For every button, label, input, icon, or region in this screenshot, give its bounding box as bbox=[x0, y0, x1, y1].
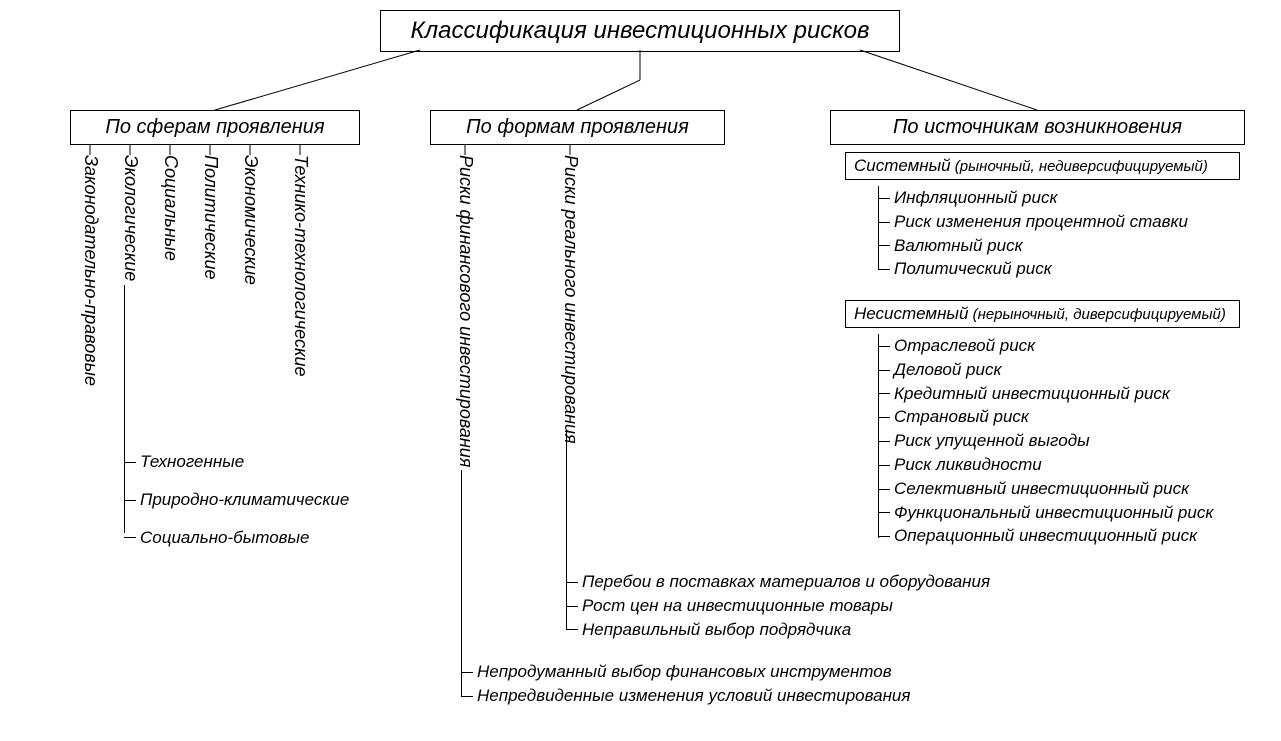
sphere-item: Технико-технологические bbox=[290, 155, 311, 376]
list-item: Страновый риск bbox=[870, 405, 1213, 429]
list-item: Риск изменения процентной ставки bbox=[870, 210, 1188, 234]
list-item: Операционный инвестиционный риск bbox=[870, 524, 1213, 548]
list-item: Селективный инвестиционный риск bbox=[870, 477, 1213, 501]
nonsystemic-items: Отраслевой риск Деловой риск Кредитный и… bbox=[870, 334, 1213, 548]
list-item: Деловой риск bbox=[870, 358, 1213, 382]
category-spheres: По сферам проявления bbox=[70, 110, 360, 145]
sphere-item: Политические bbox=[200, 155, 221, 279]
systemic-items: Инфляционный риск Риск изменения процент… bbox=[870, 186, 1188, 281]
form-item: Риски финансового инвестирования bbox=[455, 155, 476, 467]
sphere-item: Законодательно-правовые bbox=[80, 155, 101, 386]
systemic-label: Системный bbox=[854, 156, 951, 175]
category-forms: По формам проявления bbox=[430, 110, 725, 145]
list-item: Функциональный инвестиционный риск bbox=[870, 501, 1213, 525]
list-item: Инфляционный риск bbox=[870, 186, 1188, 210]
list-item: Перебои в поставках материалов и оборудо… bbox=[558, 570, 990, 594]
list-item: Непродуманный выбор финансовых инструмен… bbox=[453, 660, 910, 684]
subcategory-nonsystemic: Несистемный (нерыночный, диверсифицируем… bbox=[845, 300, 1240, 328]
list-item: Кредитный инвестиционный риск bbox=[870, 382, 1213, 406]
root-box: Классификация инвестиционных рисков bbox=[380, 10, 900, 52]
list-item: Валютный риск bbox=[870, 234, 1188, 258]
nonsystemic-paren: (нерыночный, диверсифицируемый) bbox=[968, 306, 1225, 323]
list-item: Социально-бытовые bbox=[116, 526, 349, 550]
real-subitems: Перебои в поставках материалов и оборудо… bbox=[558, 570, 990, 641]
nonsystemic-label: Несистемный bbox=[854, 304, 968, 323]
list-item: Неправильный выбор подрядчика bbox=[558, 618, 990, 642]
list-item: Политический риск bbox=[870, 257, 1188, 281]
sphere-item: Экологические bbox=[120, 155, 141, 281]
form-item: Риски реального инвестирования bbox=[560, 155, 581, 444]
list-item: Рост цен на инвестиционные товары bbox=[558, 594, 990, 618]
list-item: Риск ликвидности bbox=[870, 453, 1213, 477]
list-item: Отраслевой риск bbox=[870, 334, 1213, 358]
eco-subitems: Техногенные Природно-климатические Социа… bbox=[116, 450, 349, 549]
sphere-item: Экономические bbox=[240, 155, 261, 285]
systemic-paren: (рыночный, недиверсифицируемый) bbox=[951, 158, 1208, 175]
fin-subitems: Непродуманный выбор финансовых инструмен… bbox=[453, 660, 910, 708]
category-sources: По источникам возникновения bbox=[830, 110, 1245, 145]
list-item: Техногенные bbox=[116, 450, 349, 474]
list-item: Непредвиденные изменения условий инвести… bbox=[453, 684, 910, 708]
list-item: Природно-климатические bbox=[116, 488, 349, 512]
list-item: Риск упущенной выгоды bbox=[870, 429, 1213, 453]
subcategory-systemic: Системный (рыночный, недиверсифицируемый… bbox=[845, 152, 1240, 180]
sphere-item: Социальные bbox=[160, 155, 181, 261]
